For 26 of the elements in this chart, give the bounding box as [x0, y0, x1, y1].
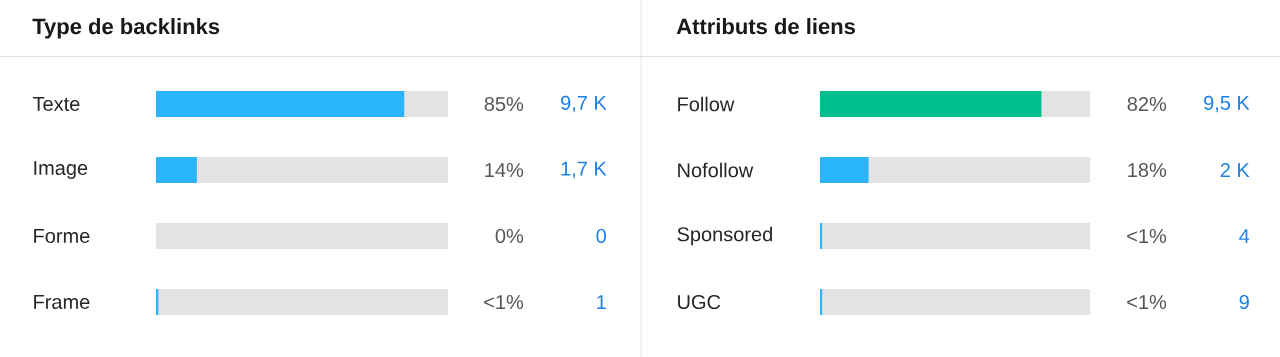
data-label: 85% — [484, 96, 524, 112]
chart-title: Attributs de liens — [676, 18, 855, 35]
text: 2 K — [1220, 163, 1250, 177]
data-label: <1% — [1127, 295, 1167, 309]
y-tick-label: Forme — [34, 229, 90, 243]
data-label: 82% — [1127, 96, 1167, 112]
y-tick-label: Frame — [34, 295, 90, 309]
text: 1 — [597, 295, 606, 309]
data-label: <1% — [484, 295, 524, 309]
text: 9,5 K — [1204, 95, 1250, 113]
text: 1,7 K — [561, 161, 607, 179]
data-label: 0% — [495, 228, 524, 244]
y-tick-label: Follow — [678, 96, 735, 112]
text: 9,7 K — [561, 95, 607, 113]
y-tick-label: Image — [34, 161, 88, 179]
y-tick-label: Sponsored — [677, 226, 772, 246]
text: 0 — [596, 228, 607, 244]
data-label: <1% — [1127, 229, 1167, 243]
data-label: 18% — [1128, 162, 1167, 178]
y-tick-label: UGC — [678, 294, 721, 310]
text: 9 — [1239, 294, 1249, 310]
text: 4 — [1239, 229, 1250, 243]
chart-title: Type de backlinks — [32, 18, 220, 39]
y-tick-label: Texte — [32, 97, 80, 111]
data-label: 14% — [485, 163, 524, 177]
y-tick-label: Nofollow — [678, 162, 754, 178]
